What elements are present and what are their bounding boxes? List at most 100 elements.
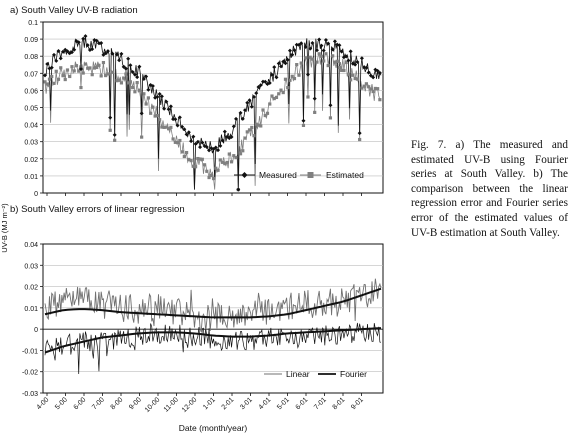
estimated-point [220,160,225,164]
estimated-point [72,69,76,73]
estimated-point [328,116,333,120]
measured-point [123,66,128,71]
measured-point [193,141,198,146]
estimated-point [265,111,270,115]
estimated-point [243,136,247,140]
measured-point [243,108,248,113]
estimated-point [182,154,186,159]
measured-point [229,135,234,140]
estimated-point [270,94,274,98]
measured-point [249,104,254,109]
measured-point [168,104,173,109]
series-linear [44,278,382,332]
measured-point [258,83,263,88]
estimated-point [83,62,88,66]
measured-point [182,127,187,132]
measured-point [292,48,297,53]
estimated-point [70,65,74,69]
x-tick-label: 6-00 [73,396,88,411]
estimated-point [297,73,301,77]
measured-point [353,62,358,67]
estimated-point [160,125,164,129]
estimated-point [218,158,222,162]
x-tick-label: 7-01 [313,396,328,411]
estimated-point [115,79,119,83]
legend-linear: Linear [286,369,310,379]
x-tick-label: 9-00 [128,396,143,411]
y-tick-label: 0.05 [24,106,38,113]
measured-point [126,56,131,61]
estimated-point [176,141,180,145]
measured-point [299,41,304,46]
estimated-point [88,66,92,70]
measured-point [56,48,61,53]
estimated-point [331,54,335,58]
measured-point [173,117,178,122]
panel-a-series [43,34,382,192]
measured-point [76,40,81,45]
measured-point [371,75,376,80]
estimated-point [162,125,166,129]
estimated-point [164,125,168,129]
estimated-point [180,150,184,154]
measured-point [45,61,50,66]
x-tick-label: 11-00 [163,396,180,413]
legend-fourier: Fourier [340,369,367,379]
estimated-point [299,61,303,65]
y-tick-label: 0 [34,327,38,334]
measured-point [43,73,47,78]
estimated-point [376,87,380,91]
measured-point [164,99,169,104]
measured-point [180,124,185,129]
measured-point [65,49,70,54]
estimated-point [279,88,283,92]
y-tick-label: 0.01 [24,306,38,313]
estimated-point [277,92,281,96]
measured-point [368,73,373,78]
measured-point [78,66,83,71]
estimated-point [227,152,231,156]
chart-panel-b: b) South Valley errors of linear regress… [10,193,384,433]
measured-point [159,94,164,99]
estimated-point [155,113,159,118]
measured-point [175,123,180,128]
measured-point [355,59,360,64]
measured-point [213,145,218,150]
estimated-marker-icon [307,172,314,178]
y-tick-label: 0.03 [24,263,38,270]
estimated-point [189,159,193,163]
estimated-point [286,86,290,90]
y-tick-label: 0.04 [24,123,38,130]
estimated-point [310,57,315,61]
measured-point [101,52,106,57]
estimated-point [77,69,81,73]
measured-point [314,48,319,53]
measured-point [220,138,225,143]
estimated-point [92,66,97,70]
estimated-point [81,71,85,75]
measured-point [346,58,351,63]
estimated-point [79,85,83,90]
estimated-point [171,137,175,141]
estimated-point [254,122,258,126]
estimated-point [104,73,108,78]
measured-point [305,72,310,77]
panel-a-title: a) South Valley UV-B radiation [10,5,138,16]
measured-point [274,75,279,80]
y-tick-label: 0.06 [24,88,38,95]
measured-point [375,68,380,73]
measured-point [319,43,324,48]
estimated-point [342,68,346,73]
panel-b-legend: Linear Fourier [264,369,367,379]
estimated-point [295,63,299,67]
estimated-point [193,165,198,169]
legend-estimated: Estimated [326,170,364,180]
measured-point [162,106,167,111]
estimated-point [149,111,153,115]
estimated-point [45,82,49,86]
estimated-point [158,118,162,122]
estimated-point [272,96,276,101]
y-tick-label: 0 [34,191,38,198]
x-tick-label: 2-01 [221,396,236,411]
measured-point [137,64,142,69]
